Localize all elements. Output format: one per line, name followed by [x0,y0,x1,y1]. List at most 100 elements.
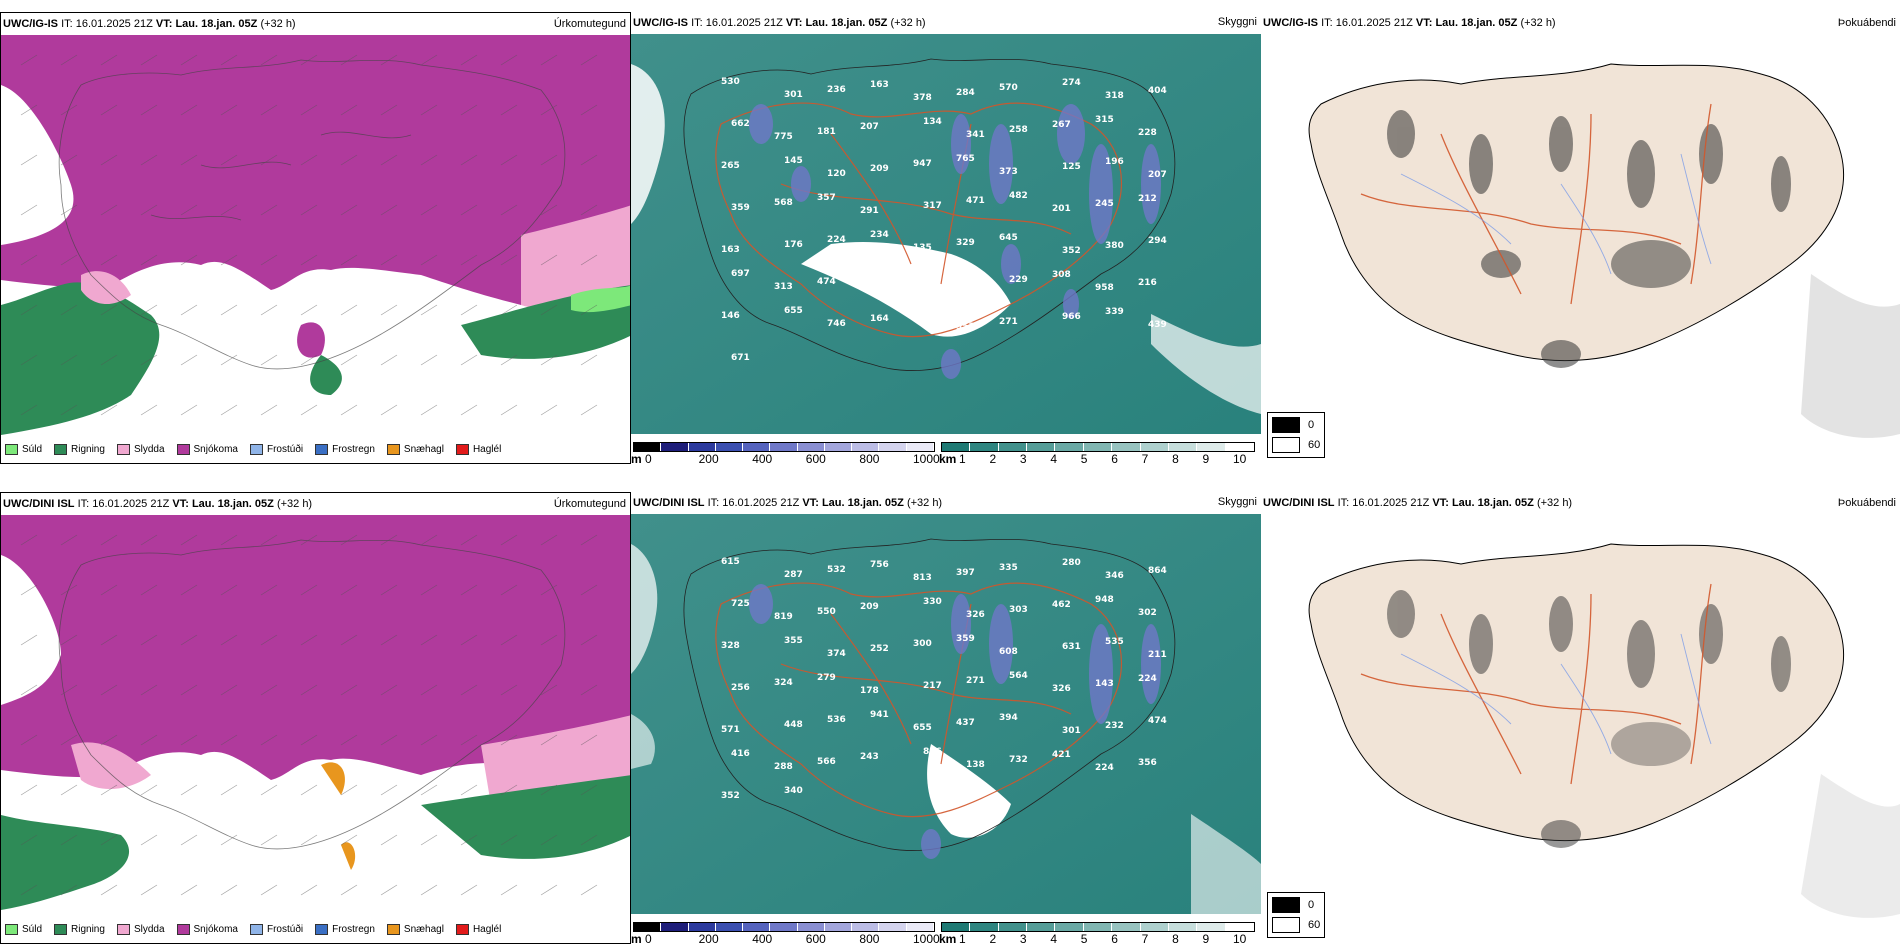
colorbar-bin [852,923,880,931]
precip-panel-bottom: UWC/DINI ISL IT: 16.01.2025 21Z VT: Lau.… [0,492,631,944]
cloud-base-label: 313 [774,282,793,292]
colorbar-bin [688,443,716,451]
panel-name: Þokuábendi [1837,17,1896,29]
colorbar-bin [942,443,971,451]
cloud-base-label: 176 [784,240,803,250]
cloud-base-label: 145 [784,156,803,166]
legend-item: Rigning [54,924,105,935]
cloud-base-label: 655 [913,723,932,733]
colorbar-tick: 200 [698,932,719,944]
cloud-base-label: 211 [1148,650,1167,660]
colorbar-bin [824,443,853,451]
colorbar-tick: 600 [805,932,826,944]
cloud-base-label: 232 [1105,721,1124,731]
colorbar-bin [1140,923,1169,931]
cloud-base-label: 357 [817,193,836,203]
cloud-base-label: 229 [1009,275,1028,285]
colorbar-tick: 3 [1019,932,1027,944]
legend-item: Haglél [455,924,501,935]
panel-name: Þokuábendi [1837,497,1896,509]
cloud-base-label: 535 [1105,637,1124,647]
cloud-base-label: 404 [1148,86,1167,96]
cloud-base-label: 765 [956,154,975,164]
colorbar-bin [998,923,1028,931]
colorbar-bin [688,923,716,931]
colorbar-bin [1083,923,1113,931]
colorbar-bin [770,923,798,931]
colorbar-tick: 10 [1233,932,1247,944]
panel-name: Úrkomutegund [553,498,626,510]
cloud-base-label: 570 [999,83,1018,93]
cloud-base-label: 196 [1105,157,1124,167]
colorbar-unit: km [939,452,957,464]
colorbar-bin [743,443,771,451]
cloud-base-label: 864 [1148,566,1167,576]
panel-title: UWC/IG-IS IT: 16.01.2025 21Z VT: Lau. 18… [1263,17,1556,29]
cloud-base-label: 219 [966,280,985,290]
cloud-base-label: 352 [1062,246,1081,256]
colorbar-tick: 6 [1111,452,1118,464]
colorbar-bin [824,923,853,931]
cloud-base-label: 966 [1062,312,1081,322]
cloud-base-label: 947 [913,159,932,169]
cloud-base-label: 125 [1062,162,1081,172]
cloud-base-label: 536 [827,715,846,725]
colorbar-tick: 0 [645,932,652,944]
cloud-base-label: 671 [731,353,750,363]
colorbar-bin [1112,923,1141,931]
cloud-base-label: 164 [870,314,889,324]
colorbar-tick: 600 [805,452,826,464]
colorbar-tick: 5 [1080,932,1088,944]
precip-map [1,515,630,915]
cloud-base-label: 564 [1009,671,1028,681]
legend-item: Frostregn [315,444,375,455]
colorbar-tick: 1000 [913,932,940,944]
colorbar-tick: 10 [1233,452,1247,464]
cloud-base-label: 941 [870,710,889,720]
cloud-base-label: 359 [956,634,975,644]
colorbar-tick: 4 [1050,932,1058,944]
cloud-base-label: 143 [1095,679,1114,689]
panel-name: Skyggni [1217,496,1257,508]
cloud-base-label: 301 [1062,726,1081,736]
cloud-base-label: 328 [721,641,740,651]
cloud-base-label: 315 [1095,115,1114,125]
legend-item: Súld [5,924,42,935]
cloud-base-label: 566 [817,757,836,767]
cloud-base-label: 287 [784,570,803,580]
colorbar-bin [1055,923,1084,931]
cloud-base-label: 378 [913,93,932,103]
colorbar-bin [1055,443,1084,451]
cloud-base-label: 245 [1095,199,1114,209]
panel-name: Úrkomutegund [553,18,626,30]
colorbar-tick: 5 [1080,452,1088,464]
cloud-base-label: 135 [913,243,932,253]
cloud-base-label: 317 [923,201,942,211]
precip-legend: Súld Rigning Slydda Snjókoma Frostúði Fr… [5,444,501,455]
cloud-map: 615 287 532 756 813 397 335 280 346 864 725 819 550 2… [631,514,1261,914]
cloud-base-label: 274 [1062,78,1081,88]
cloud-base-label: 224 [827,235,846,245]
cloud-base-label: 256 [731,683,750,693]
panel-name: Skyggni [1217,16,1257,28]
panel-title: UWC/DINI ISL IT: 16.01.2025 21Z VT: Lau.… [1263,497,1573,509]
colorbar-bin [879,443,907,451]
legend-item: Slydda [116,444,165,455]
colorbar-bin [1112,443,1141,451]
cloud-base-label: 462 [1052,600,1071,610]
cloud-base-label: 181 [817,127,836,137]
cloud-base-label: 271 [966,676,985,686]
precip-panel-top: UWC/IG-IS IT: 16.01.2025 21Z VT: Lau. 18… [0,12,631,464]
legend-item: Rigning [54,444,105,455]
cloud-base-label: 300 [913,639,932,649]
colorbar-tick: 9 [1202,452,1210,464]
cloud-base-label: 138 [966,760,985,770]
cloud-base-label: 355 [784,636,803,646]
cloud-base-label: 258 [1009,125,1028,135]
colorbar-tick: 2 [989,932,997,944]
cloud-base-label: 324 [774,678,793,688]
colorbar-bin [743,923,771,931]
cloud-base-label: 948 [1095,595,1114,605]
cloud-base-label: 819 [774,612,793,622]
cloud-base-label: 234 [870,230,889,240]
